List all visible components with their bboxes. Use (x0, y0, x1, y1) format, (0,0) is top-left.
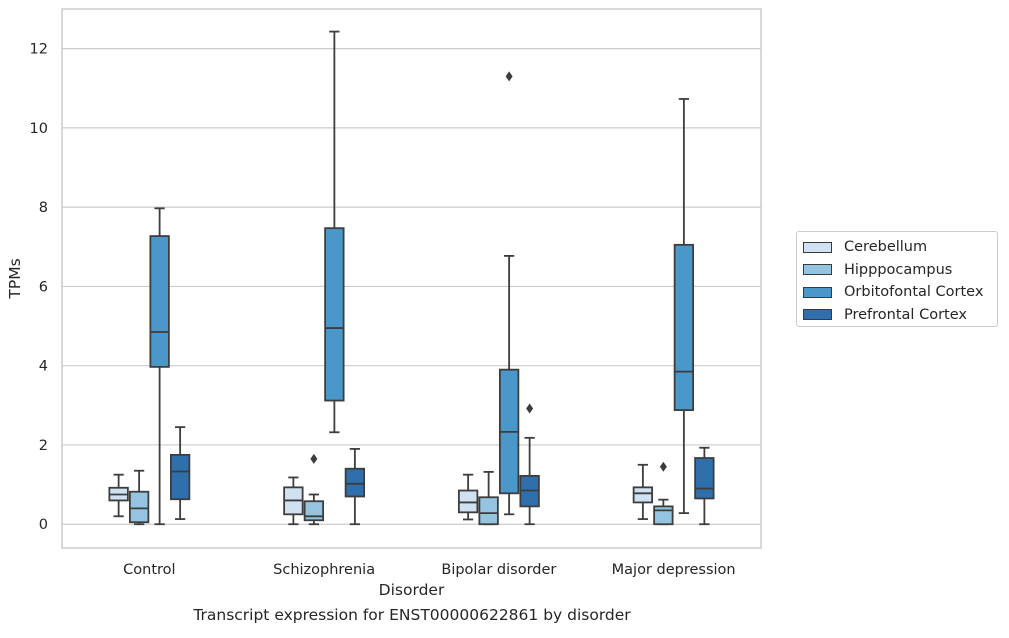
legend-label: Cerebellum (844, 239, 928, 256)
y-tick-label: 4 (39, 359, 48, 375)
legend-swatch (803, 241, 832, 253)
box (694, 457, 715, 500)
x-tick-label: Major depression (612, 562, 736, 578)
x-tick-label: Schizophrenia (273, 562, 375, 578)
box (128, 490, 150, 524)
legend-swatch (803, 309, 832, 321)
outlier-point (505, 71, 513, 82)
box (169, 453, 191, 501)
y-tick-label: 6 (39, 279, 48, 295)
box (653, 505, 674, 526)
legend-item: Orbitofontal Cortex (803, 281, 997, 304)
chart-title: Transcript expression for ENST0000062286… (193, 606, 631, 624)
y-tick-label: 10 (30, 121, 48, 137)
legend-item: Prefrontal Cortex (803, 304, 997, 327)
y-tick-label: 0 (39, 517, 48, 533)
x-tick-label: Bipolar disorder (441, 562, 556, 578)
box (478, 496, 499, 526)
outlier-point (659, 461, 667, 472)
box (149, 235, 170, 368)
box (324, 227, 345, 402)
outlier-point (526, 403, 534, 414)
legend-item: Hipppocampus (803, 259, 997, 282)
box (344, 467, 366, 498)
legend: Cerebellum Hipppocampus Orbitofontal Corte… (796, 231, 998, 327)
box (632, 486, 654, 504)
legend-item: Cerebellum (803, 236, 997, 259)
outlier-point (310, 453, 318, 464)
plot-frame (61, 8, 762, 549)
legend-swatch (803, 264, 832, 276)
legend-label: Orbitofontal Cortex (844, 284, 984, 301)
x-axis-label: Disorder (379, 581, 445, 599)
y-axis-label: TPMs (6, 258, 24, 299)
y-tick-label: 12 (30, 42, 48, 58)
y-tick-label: 2 (39, 438, 48, 454)
y-tick-label: 8 (39, 200, 48, 216)
legend-swatch (803, 286, 832, 298)
legend-label: Hipppocampus (844, 261, 953, 278)
x-tick-label: Control (123, 562, 175, 578)
legend-label: Prefrontal Cortex (844, 306, 967, 323)
box (457, 489, 479, 514)
box (673, 243, 695, 411)
box (303, 500, 325, 522)
